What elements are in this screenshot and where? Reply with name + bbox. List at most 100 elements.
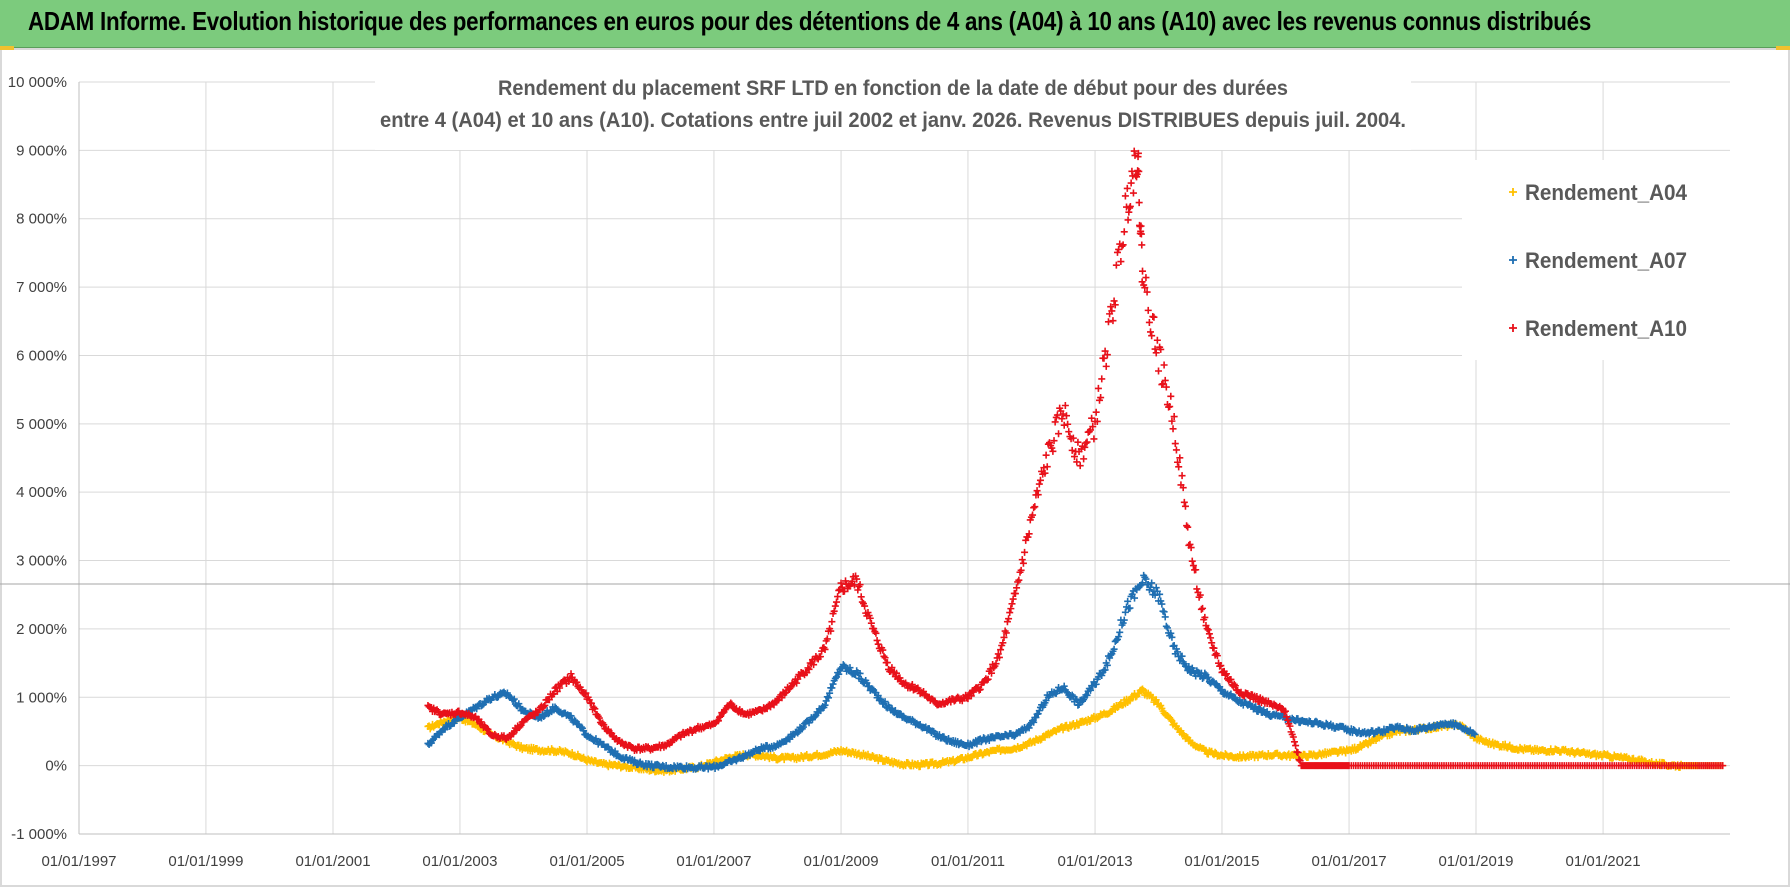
data-point	[1168, 417, 1176, 425]
data-point	[848, 577, 856, 585]
y-tick-label: 6 000%	[16, 347, 67, 364]
data-point	[1050, 437, 1058, 445]
data-point	[570, 716, 578, 724]
data-point	[1029, 511, 1037, 519]
frame-corner-top-left	[0, 46, 14, 50]
data-point	[1187, 544, 1195, 552]
data-point	[1081, 443, 1089, 451]
data-point	[1089, 423, 1097, 431]
data-point	[1098, 672, 1106, 680]
data-point	[1150, 313, 1158, 321]
data-point	[1093, 417, 1101, 425]
data-point	[567, 712, 575, 720]
data-point	[866, 614, 874, 622]
data-point	[1019, 559, 1027, 567]
data-point	[874, 692, 882, 700]
data-point	[1289, 733, 1297, 741]
data-point	[1112, 261, 1120, 269]
data-point	[829, 680, 837, 688]
chart-frame	[0, 48, 1790, 887]
data-point	[1083, 438, 1091, 446]
data-point	[1169, 425, 1177, 433]
data-point	[1060, 682, 1068, 690]
data-point	[1030, 504, 1038, 512]
data-point	[1043, 463, 1051, 471]
data-point	[1204, 626, 1212, 634]
x-tick-label: 01/01/1999	[168, 853, 243, 870]
data-point	[834, 593, 842, 601]
data-point	[1205, 630, 1213, 638]
data-point	[828, 618, 836, 626]
data-point	[1025, 530, 1033, 538]
data-point	[856, 669, 864, 677]
data-point	[1110, 645, 1118, 653]
data-point	[1092, 408, 1100, 416]
data-point	[1178, 652, 1186, 660]
data-point	[853, 575, 861, 583]
data-point	[1046, 691, 1053, 699]
data-point	[821, 701, 829, 709]
data-point	[1221, 671, 1229, 679]
data-point	[976, 685, 984, 693]
data-point	[879, 646, 887, 654]
x-tick-label: 01/01/2019	[1438, 853, 1513, 870]
data-point	[1155, 367, 1163, 375]
data-point	[1176, 454, 1184, 462]
data-point	[1176, 657, 1184, 665]
data-point	[821, 645, 829, 653]
chart-title-line: entre 4 (A04) et 10 ans (A10). Cotations…	[380, 109, 1406, 132]
data-point	[1049, 447, 1057, 455]
chart-title-background	[375, 78, 1411, 150]
data-point	[1085, 428, 1093, 436]
data-point	[1103, 351, 1111, 359]
x-tick-label: 01/01/2011	[931, 853, 1005, 870]
data-point	[1147, 328, 1155, 336]
data-point	[1170, 413, 1178, 421]
data-point	[1152, 584, 1160, 592]
data-point	[842, 577, 850, 585]
data-point	[881, 654, 889, 662]
data-point	[1080, 455, 1088, 463]
data-point	[1283, 713, 1291, 721]
data-point	[1142, 575, 1150, 583]
data-point	[1119, 241, 1127, 249]
data-point	[1163, 624, 1171, 632]
y-tick-label: 1 000%	[16, 689, 67, 706]
data-point	[810, 661, 818, 669]
x-tick-label: 01/01/2015	[1184, 853, 1259, 870]
data-point	[1193, 585, 1201, 593]
data-point	[1148, 579, 1156, 587]
data-point	[1290, 738, 1298, 746]
data-point	[893, 669, 901, 677]
data-point	[1156, 590, 1164, 598]
y-tick-label: 0%	[45, 758, 67, 775]
data-point	[1218, 686, 1226, 694]
data-point	[1294, 749, 1302, 757]
data-point	[591, 705, 599, 713]
x-tick-label: 01/01/1997	[41, 853, 116, 870]
data-point	[1280, 708, 1288, 716]
data-point	[1035, 707, 1043, 715]
data-point	[1108, 307, 1116, 315]
data-point	[1227, 675, 1235, 683]
data-point	[999, 639, 1007, 647]
data-point	[1031, 503, 1039, 511]
data-point	[1018, 556, 1026, 564]
data-point	[1139, 267, 1147, 275]
data-point	[826, 689, 834, 697]
data-point	[1160, 608, 1168, 616]
data-point	[1100, 354, 1108, 362]
data-point	[600, 721, 608, 729]
data-point	[714, 717, 722, 725]
data-point	[1204, 673, 1212, 681]
data-point	[1196, 591, 1204, 599]
data-point	[1104, 318, 1112, 326]
data-point	[1092, 680, 1100, 688]
data-point	[1128, 590, 1136, 598]
data-point	[1160, 361, 1168, 369]
data-point	[1208, 639, 1216, 647]
legend-label: Rendement_A04	[1525, 180, 1688, 205]
data-point	[1115, 245, 1123, 253]
data-point	[1210, 644, 1218, 652]
